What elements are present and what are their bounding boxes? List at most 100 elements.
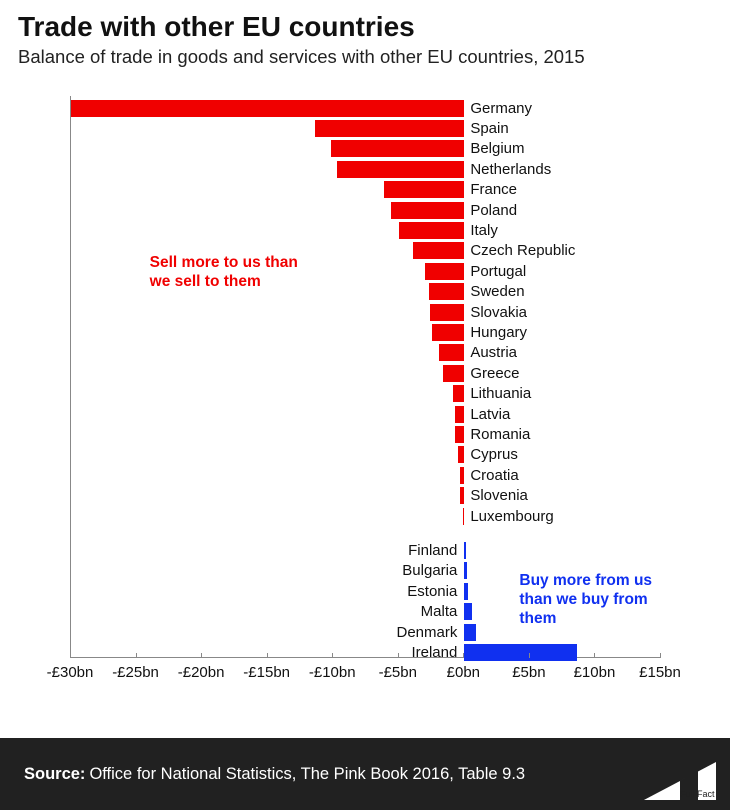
bar-negative <box>463 508 464 525</box>
bar-row: Romania <box>71 426 660 443</box>
bar-positive <box>464 562 467 579</box>
bar-label: Greece <box>470 365 519 382</box>
bar-negative <box>384 181 464 198</box>
x-tick-mark <box>398 653 399 658</box>
bar-negative <box>430 304 464 321</box>
bar-negative <box>413 242 464 259</box>
bar-label: Sweden <box>470 283 524 300</box>
bar-positive <box>464 542 466 559</box>
x-tick-label: £10bn <box>574 658 616 681</box>
x-tick-label: £5bn <box>512 658 545 681</box>
bar-label: Bulgaria <box>402 562 457 579</box>
x-tick-label: -£25bn <box>112 658 159 681</box>
bar-row: Belgium <box>71 140 660 157</box>
bar-label: Finland <box>408 542 457 559</box>
bar-row: Hungary <box>71 324 660 341</box>
x-tick-label: £0bn <box>447 658 480 681</box>
bar-negative <box>331 140 465 157</box>
fullfact-logo-icon: Full Fact <box>644 762 716 800</box>
source-text: Office for National Statistics, The Pink… <box>89 765 525 784</box>
source-label: Source: <box>24 765 85 784</box>
x-tick-mark <box>332 653 333 658</box>
x-tick-label: £15bn <box>639 658 681 681</box>
footer-bar: Source: Office for National Statistics, … <box>0 738 730 810</box>
bar-row: Lithuania <box>71 385 660 402</box>
plot-area: Germany Spain Belgium Netherlands France Pola… <box>70 96 660 658</box>
bar-positive <box>464 583 467 600</box>
x-tick-mark <box>660 653 661 658</box>
bar-negative <box>315 120 464 137</box>
bar-label: Belgium <box>470 140 524 157</box>
x-tick-label: -£30bn <box>47 658 94 681</box>
bar-negative <box>460 487 464 504</box>
bar-label: Slovakia <box>470 304 527 321</box>
chart-header: Trade with other EU countries Balance of… <box>0 0 730 72</box>
bar-positive <box>464 603 472 620</box>
bar-label: Czech Republic <box>470 242 575 259</box>
bar-row: France <box>71 181 660 198</box>
bar-label: Portugal <box>470 263 526 280</box>
bar-label: Germany <box>470 100 532 117</box>
bar-label: Austria <box>470 344 517 361</box>
bar-negative <box>439 344 464 361</box>
bar-label: Spain <box>470 120 508 137</box>
bar-negative <box>460 467 464 484</box>
bar-row: Greece <box>71 365 660 382</box>
bar-label: Romania <box>470 426 530 443</box>
bar-label: Denmark <box>396 624 457 641</box>
x-tick-mark <box>529 653 530 658</box>
bar-label: Malta <box>421 603 458 620</box>
bar-label: Lithuania <box>470 385 531 402</box>
bar-negative <box>455 406 464 423</box>
bar-negative <box>71 100 464 117</box>
bar-row: Germany <box>71 100 660 117</box>
x-tick-mark <box>267 653 268 658</box>
bar-row: Finland <box>71 542 660 559</box>
chart-area: Germany Spain Belgium Netherlands France Pola… <box>10 96 720 688</box>
bar-label: Estonia <box>407 583 457 600</box>
bar-row: Slovakia <box>71 304 660 321</box>
bar-label: Italy <box>470 222 498 239</box>
bar-row: Spain <box>71 120 660 137</box>
chart-annotation: Buy more from us than we buy from them <box>519 571 660 629</box>
bar-row: Latvia <box>71 406 660 423</box>
x-tick-label: -£5bn <box>379 658 417 681</box>
bar-negative <box>425 263 464 280</box>
bar-label: Croatia <box>470 467 518 484</box>
bar-row: Cyprus <box>71 446 660 463</box>
x-axis: -£30bn-£25bn-£20bn-£15bn-£10bn-£5bn£0bn£… <box>70 658 660 688</box>
bar-negative <box>443 365 464 382</box>
x-tick-mark <box>594 653 595 658</box>
x-tick-mark <box>70 653 71 658</box>
bar-label: Luxembourg <box>470 508 553 525</box>
x-tick-mark <box>201 653 202 658</box>
bar-label: Netherlands <box>470 161 551 178</box>
bar-row: Netherlands <box>71 161 660 178</box>
bar-row: Austria <box>71 344 660 361</box>
chart-title: Trade with other EU countries <box>18 10 712 44</box>
bar-row: Slovenia <box>71 487 660 504</box>
bar-row: Luxembourg <box>71 508 660 525</box>
bar-negative <box>429 283 464 300</box>
x-tick-mark <box>136 653 137 658</box>
x-tick-mark <box>463 653 464 658</box>
bar-negative <box>399 222 465 239</box>
bar-label: Cyprus <box>470 446 518 463</box>
bar-row: Italy <box>71 222 660 239</box>
bar-negative <box>391 202 464 219</box>
bar-row: Croatia <box>71 467 660 484</box>
bar-negative <box>455 426 464 443</box>
chart-subtitle: Balance of trade in goods and services w… <box>18 46 712 68</box>
bar-negative <box>453 385 465 402</box>
bar-label: Latvia <box>470 406 510 423</box>
bar-label: Slovenia <box>470 487 528 504</box>
bar-negative <box>337 161 464 178</box>
bar-positive <box>464 624 476 641</box>
bar-label: Poland <box>470 202 517 219</box>
bar-row: Poland <box>71 202 660 219</box>
bar-label: Hungary <box>470 324 527 341</box>
x-tick-label: -£10bn <box>309 658 356 681</box>
bar-label: France <box>470 181 517 198</box>
chart-annotation: Sell more to us than we sell to them <box>150 253 320 292</box>
logo-text: Full Fact <box>680 789 715 799</box>
